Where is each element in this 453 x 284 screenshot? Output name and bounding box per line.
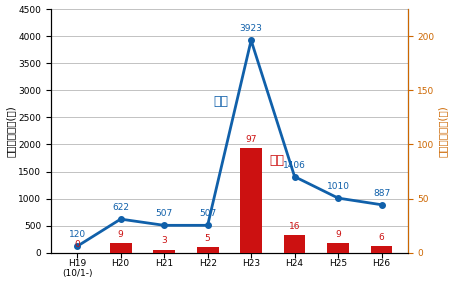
Text: 120: 120 (68, 230, 86, 239)
Text: 3923: 3923 (240, 24, 263, 33)
Bar (371, 246, 392, 253)
Text: 3: 3 (161, 236, 167, 245)
Text: 887: 887 (373, 189, 390, 198)
Bar (197, 247, 218, 253)
Text: 97: 97 (246, 135, 257, 143)
Y-axis label: 警報発表回数(回): 警報発表回数(回) (438, 105, 448, 157)
Text: 1406: 1406 (283, 161, 306, 170)
Text: 0: 0 (74, 240, 80, 248)
Y-axis label: 予報発表回数(回): 予報発表回数(回) (5, 105, 15, 157)
Text: 16: 16 (289, 222, 300, 231)
Text: 507: 507 (155, 209, 173, 218)
Text: 6: 6 (379, 233, 385, 242)
Bar (153, 250, 175, 253)
Text: 5: 5 (205, 234, 211, 243)
Text: 予報: 予報 (213, 95, 228, 108)
Text: 1010: 1010 (327, 182, 350, 191)
Bar (240, 148, 262, 253)
Text: 9: 9 (118, 230, 124, 239)
Bar (110, 243, 131, 253)
Text: 9: 9 (335, 230, 341, 239)
Bar (284, 235, 305, 253)
Text: 622: 622 (112, 203, 129, 212)
Bar (327, 243, 349, 253)
Text: 507: 507 (199, 209, 216, 218)
Text: 警報: 警報 (270, 154, 285, 167)
